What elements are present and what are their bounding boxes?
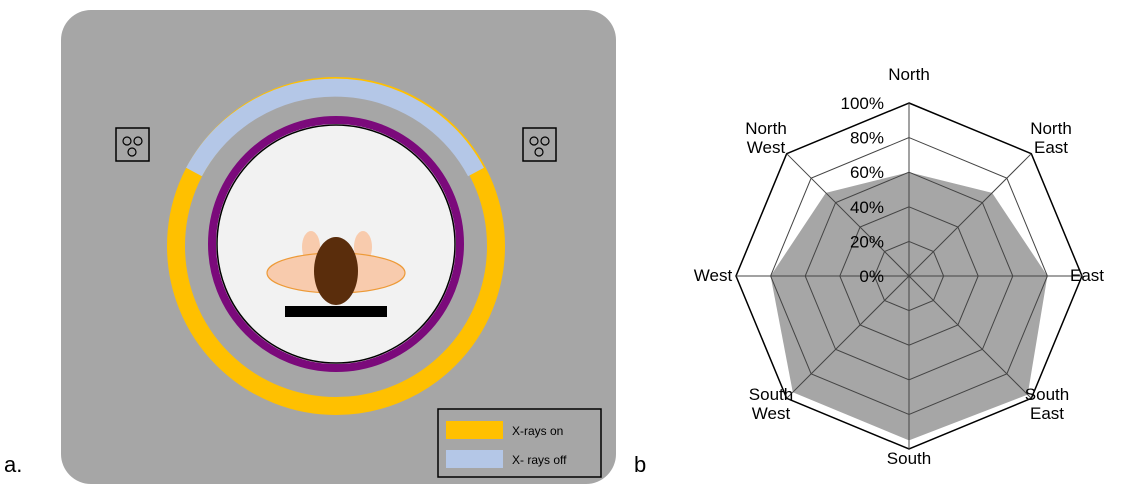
couch (285, 306, 387, 317)
legend-box (437, 408, 602, 478)
radar-direction-label: North (888, 65, 930, 84)
radar-tick-label: 60% (850, 163, 884, 182)
legend-swatch-off (446, 450, 503, 468)
panel-label-b: b (634, 452, 647, 477)
patient (266, 231, 406, 305)
xray-off-arc (186, 78, 484, 177)
panel-b-radar-chart: 0% 20% 40% 60% 80% 100% North North East East Sou… (694, 65, 1104, 468)
radar-direction-label: North East (1030, 119, 1072, 157)
radar-tick-label: 20% (850, 232, 884, 251)
panel-a: X-rays on X- rays off (61, 10, 616, 484)
legend-label-off: X- rays off (512, 453, 567, 467)
panel-label-a: a. (4, 452, 23, 477)
radar-direction-label: West (694, 266, 733, 285)
radar-direction-label: South East (1025, 385, 1069, 423)
radar-spoke (786, 153, 910, 277)
radar-spoke (908, 153, 1032, 277)
detector-left-icon (115, 127, 150, 162)
radar-direction-labels: North North East East South East South South Wes… (694, 65, 1104, 468)
radar-direction-label: East (1070, 266, 1104, 285)
radar-tick-label: 40% (850, 198, 884, 217)
radar-spoke (908, 275, 1032, 399)
radar-spokes (736, 103, 1082, 449)
radar-direction-label: South (887, 449, 931, 468)
radar-direction-label: North West (745, 119, 787, 157)
radar-tick-label: 80% (850, 129, 884, 148)
radar-spoke (786, 275, 910, 399)
legend-label-on: X-rays on (512, 424, 563, 438)
radar-tick-label: 100% (841, 94, 884, 113)
bore-edge (216, 124, 456, 364)
patient-head (314, 237, 358, 305)
detector-right-icon (522, 127, 557, 162)
radar-direction-label: South West (749, 385, 793, 423)
radar-tick-label: 0% (859, 267, 884, 286)
legend-swatch-on (446, 421, 503, 439)
legend: X-rays on X- rays off (437, 408, 602, 478)
radar-tick-labels: 0% 20% 40% 60% 80% 100% (841, 94, 884, 286)
